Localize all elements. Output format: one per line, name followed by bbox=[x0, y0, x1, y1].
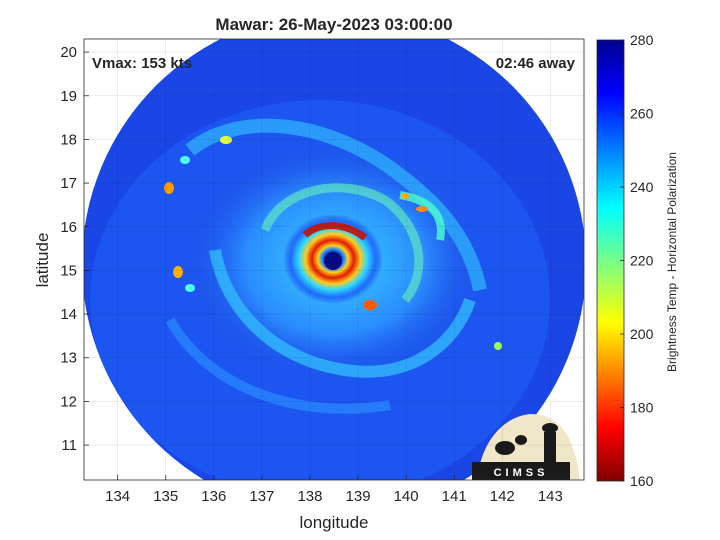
convection-cell bbox=[416, 206, 428, 212]
convection-cell bbox=[180, 156, 190, 164]
colorbar bbox=[596, 39, 625, 482]
rainband-outer-north bbox=[185, 118, 487, 292]
x-tick-label: 137 bbox=[249, 488, 274, 505]
x-tick-label: 141 bbox=[442, 488, 467, 505]
convection-cell bbox=[220, 136, 232, 144]
cimss-logo: CIMSS bbox=[472, 414, 580, 480]
microwave-image: CIMSS bbox=[84, 39, 584, 480]
y-axis-label: latitude bbox=[33, 233, 52, 288]
eyewall-warm-arc bbox=[302, 222, 368, 241]
colorbar-ticks: 280 260 240 220 200 180 160 bbox=[620, 32, 654, 489]
x-tick-label: 142 bbox=[490, 488, 515, 505]
colorbar-tick-label: 160 bbox=[630, 473, 654, 489]
colorbar-tick-label: 240 bbox=[630, 179, 654, 195]
x-tick-label: 138 bbox=[297, 488, 322, 505]
x-axis-ticks: 134 135 136 137 138 139 140 141 142 143 bbox=[105, 475, 563, 505]
x-axis-label: longitude bbox=[299, 513, 368, 532]
colorbar-tick-label: 200 bbox=[630, 326, 654, 342]
colorbar-tick-label: 260 bbox=[630, 106, 654, 122]
y-tick-label: 17 bbox=[60, 175, 77, 192]
x-tick-label: 136 bbox=[201, 488, 226, 505]
eye bbox=[324, 252, 342, 270]
convection-cell bbox=[401, 193, 409, 199]
axes-frame bbox=[83, 38, 585, 481]
rainband-south bbox=[165, 317, 391, 414]
x-tick-label: 139 bbox=[346, 488, 371, 505]
y-tick-label: 18 bbox=[60, 131, 77, 148]
x-tick-label: 143 bbox=[538, 488, 563, 505]
logo-text: CIMSS bbox=[494, 467, 549, 479]
rainband-inner bbox=[260, 183, 424, 303]
y-tick-label: 12 bbox=[60, 393, 77, 410]
x-tick-label: 135 bbox=[153, 488, 178, 505]
y-axis-ticks: 11 12 13 14 15 16 17 18 19 20 bbox=[60, 44, 89, 454]
y-tick-label: 11 bbox=[61, 437, 77, 454]
convection-cell bbox=[173, 266, 183, 278]
colorbar-tick-label: 280 bbox=[630, 32, 654, 48]
time-away-label: 02:46 away bbox=[496, 55, 576, 72]
x-tick-label: 134 bbox=[105, 488, 130, 505]
rainband-west bbox=[209, 248, 476, 378]
y-tick-label: 14 bbox=[60, 306, 77, 323]
vmax-label: Vmax: 153 kts bbox=[92, 55, 192, 72]
convection-cell bbox=[494, 342, 502, 350]
y-tick-label: 19 bbox=[60, 88, 77, 105]
convection-cell bbox=[185, 284, 195, 292]
x-tick-label: 140 bbox=[394, 488, 419, 505]
convection-cell bbox=[363, 300, 377, 310]
y-tick-label: 13 bbox=[60, 350, 77, 367]
gridlines bbox=[84, 39, 584, 480]
y-tick-label: 16 bbox=[60, 219, 77, 236]
y-tick-label: 15 bbox=[60, 262, 77, 279]
y-tick-label: 20 bbox=[60, 44, 77, 61]
colorbar-tick-label: 220 bbox=[630, 253, 654, 269]
colorbar-tick-label: 180 bbox=[630, 400, 654, 416]
chart-title: Mawar: 26-May-2023 03:00:00 bbox=[215, 15, 452, 34]
colorbar-label: Brightness Temp - Horizontal Polarizatio… bbox=[665, 152, 679, 372]
convection-cell bbox=[164, 182, 174, 194]
